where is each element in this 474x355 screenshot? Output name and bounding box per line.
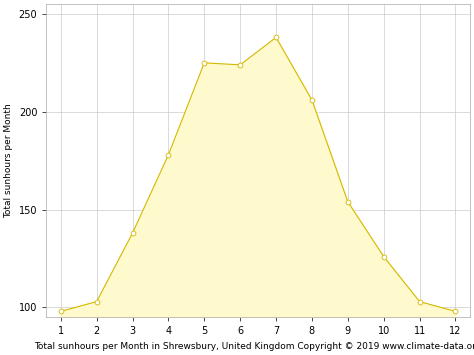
X-axis label: Total sunhours per Month in Shrewsbury, United Kingdom Copyright © 2019 www.clim: Total sunhours per Month in Shrewsbury, …: [34, 342, 474, 351]
Y-axis label: Total sunhours per Month: Total sunhours per Month: [4, 103, 13, 218]
